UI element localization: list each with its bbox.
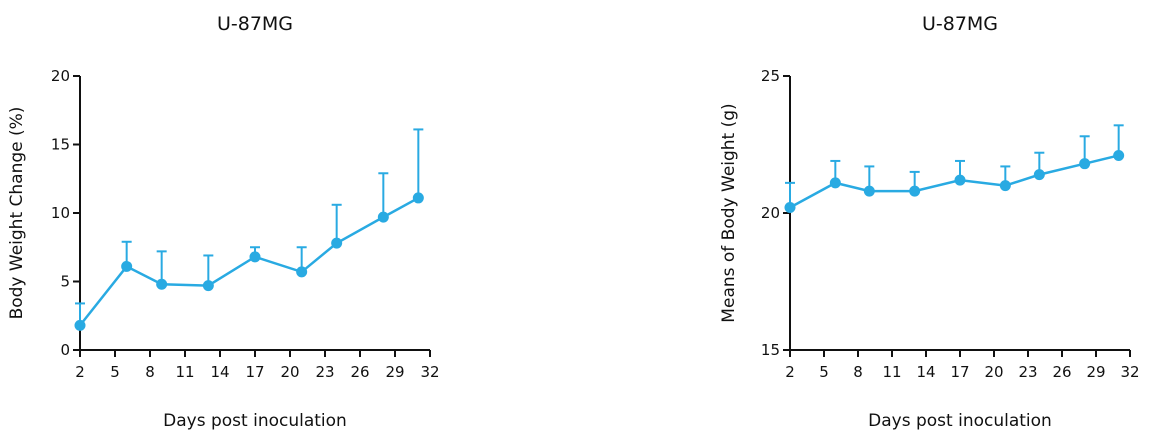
y-axis-title: Body Weight Change (%) bbox=[7, 107, 27, 320]
x-tick-label: 11 bbox=[175, 363, 194, 381]
chart-title: U-87MG bbox=[217, 13, 293, 35]
data-point bbox=[863, 185, 875, 197]
data-point bbox=[954, 174, 966, 186]
data-point bbox=[331, 237, 343, 249]
data-point bbox=[784, 202, 796, 214]
x-tick-label: 26 bbox=[1052, 363, 1071, 381]
data-point bbox=[412, 192, 424, 204]
x-tick-label: 5 bbox=[819, 363, 829, 381]
x-tick-label: 17 bbox=[950, 363, 969, 381]
x-tick-label: 20 bbox=[984, 363, 1003, 381]
data-point bbox=[74, 319, 86, 331]
x-tick-label: 26 bbox=[350, 363, 369, 381]
data-point bbox=[829, 177, 841, 189]
x-tick-label: 2 bbox=[75, 363, 85, 381]
data-point bbox=[296, 266, 308, 278]
x-tick-label: 32 bbox=[420, 363, 439, 381]
x-tick-label: 8 bbox=[145, 363, 155, 381]
y-tick-label: 15 bbox=[761, 341, 780, 359]
x-tick-label: 11 bbox=[882, 363, 901, 381]
x-tick-label: 14 bbox=[916, 363, 935, 381]
y-tick-label: 10 bbox=[51, 204, 70, 222]
x-tick-label: 29 bbox=[1086, 363, 1105, 381]
y-tick-label: 15 bbox=[51, 136, 70, 154]
x-tick-label: 32 bbox=[1120, 363, 1139, 381]
y-tick-label: 5 bbox=[60, 273, 70, 291]
x-axis-title: Days post inoculation bbox=[163, 411, 347, 431]
y-tick-label: 25 bbox=[761, 67, 780, 85]
x-tick-label: 17 bbox=[245, 363, 264, 381]
y-tick-label: 20 bbox=[761, 204, 780, 222]
data-point bbox=[999, 180, 1011, 192]
x-tick-label: 8 bbox=[853, 363, 863, 381]
y-tick-label: 0 bbox=[60, 341, 70, 359]
x-axis-title: Days post inoculation bbox=[868, 411, 1052, 431]
data-point bbox=[1113, 149, 1125, 161]
data-point bbox=[202, 280, 214, 292]
data-point bbox=[1033, 169, 1045, 181]
data-point bbox=[1079, 158, 1091, 170]
x-tick-label: 23 bbox=[315, 363, 334, 381]
x-tick-label: 29 bbox=[385, 363, 404, 381]
chart-title: U-87MG bbox=[922, 13, 998, 35]
x-tick-label: 23 bbox=[1018, 363, 1037, 381]
y-tick-label: 20 bbox=[51, 67, 70, 85]
data-point bbox=[121, 260, 133, 272]
x-tick-label: 20 bbox=[280, 363, 299, 381]
x-tick-label: 2 bbox=[785, 363, 795, 381]
y-axis-title: Means of Body Weight (g) bbox=[719, 103, 739, 322]
data-point bbox=[156, 278, 168, 290]
data-point bbox=[377, 211, 389, 223]
x-tick-label: 5 bbox=[110, 363, 120, 381]
series-line bbox=[79, 196, 419, 327]
data-point bbox=[249, 251, 261, 263]
x-tick-label: 14 bbox=[210, 363, 229, 381]
data-point bbox=[909, 185, 921, 197]
